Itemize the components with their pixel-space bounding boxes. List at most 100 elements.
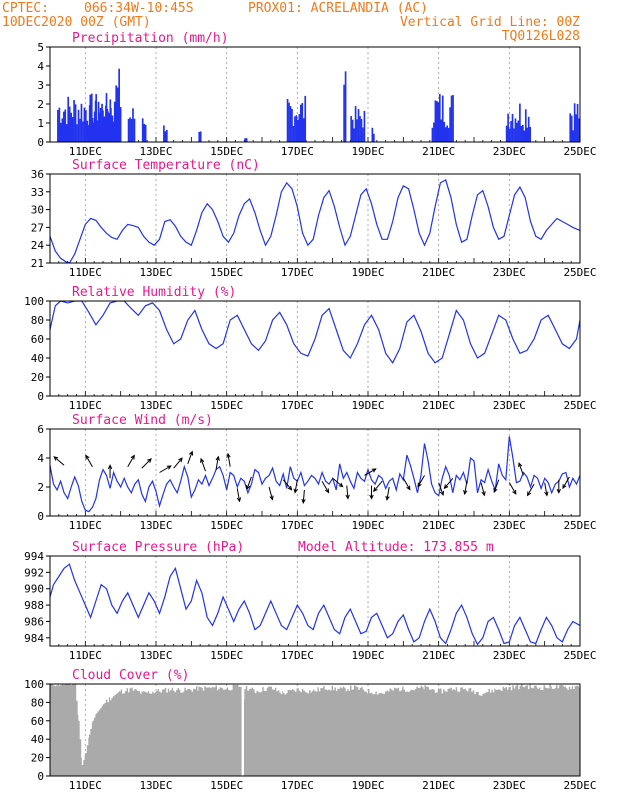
precip-bar: [446, 125, 448, 142]
wind-arrow: [443, 477, 454, 490]
precip-bar: [527, 116, 530, 142]
panel-frame: [49, 300, 581, 397]
x-tick-label: 17DEC: [281, 519, 314, 532]
x-tick-label: 19DEC: [351, 399, 384, 412]
precip-bar: [297, 119, 299, 142]
y-tick-label: 100: [24, 295, 44, 308]
wind-arrow-shaft: [493, 479, 500, 493]
precip-bar: [351, 119, 354, 142]
wind-arrow-head: [293, 488, 298, 494]
wind-arrow: [544, 482, 549, 497]
precip-bar: [452, 95, 454, 142]
precip-bar: [443, 121, 446, 142]
precip-bar: [288, 102, 290, 142]
y-tick-label: 994: [24, 550, 44, 563]
precip-bar: [513, 128, 515, 142]
x-tick-label: 21DEC: [422, 779, 455, 792]
x-tick-label: 23DEC: [493, 266, 526, 279]
cloud-area: [50, 684, 580, 776]
x-tick-label: 11DEC: [69, 399, 102, 412]
wind-arrow-shaft: [332, 477, 343, 488]
precip-bar: [507, 113, 509, 142]
precip-bar: [354, 106, 357, 142]
series-group: [57, 68, 580, 142]
x-tick-label: 17DEC: [281, 649, 314, 662]
y-tick-label: 21: [31, 257, 44, 270]
x-tick-label: 25DEC: [563, 519, 596, 532]
wind-arrow: [268, 486, 274, 501]
precip-bar: [82, 121, 84, 142]
precip-bar: [73, 100, 75, 142]
wind-arrow-head: [345, 494, 350, 500]
x-tick-label: 21DEC: [422, 266, 455, 279]
precip-bar: [440, 119, 443, 142]
y-tick-label: 988: [24, 599, 44, 612]
precip-bar: [517, 120, 520, 142]
precip-bar: [71, 117, 74, 142]
series-line: [50, 563, 580, 646]
wind-arrow-head: [166, 465, 172, 470]
wind-arrow-shaft: [282, 479, 292, 491]
panel-title: Relative Humidity (%): [72, 285, 236, 300]
wind-arrow-shaft: [373, 480, 383, 492]
precip-bar: [87, 125, 90, 142]
precip-bar: [65, 124, 68, 142]
wind-arrow-head: [439, 490, 445, 496]
wind-arrow-head: [287, 485, 293, 491]
wind-arrow: [562, 476, 570, 490]
panel-frame: [49, 555, 581, 647]
precip-bar: [526, 127, 529, 142]
precip-bar: [505, 125, 508, 142]
x-tick-label: 21DEC: [422, 399, 455, 412]
wind-arrow-head: [178, 457, 183, 463]
wind-arrow-head: [406, 485, 411, 491]
precip-bar: [58, 107, 61, 142]
wind-arrow: [385, 486, 390, 501]
wind-arrow-shaft: [562, 476, 570, 489]
wind-arrow: [321, 480, 330, 494]
precip-bar: [291, 108, 293, 142]
wind-arrow-head: [518, 462, 523, 468]
precip-bar: [570, 115, 573, 142]
precip-bar: [356, 119, 358, 142]
precip-bar: [83, 107, 86, 142]
wind-arrow-shaft: [215, 456, 219, 470]
wind-arrow-shaft: [173, 457, 183, 469]
wind-arrow-shaft: [364, 468, 376, 476]
wind-arrow-shaft: [268, 486, 273, 500]
x-tick-label: 15DEC: [210, 399, 243, 412]
wind-arrow-shaft: [127, 455, 135, 467]
header-coords: 066:34W-10:45S: [84, 1, 194, 16]
wind-arrow: [508, 482, 517, 495]
precip-bar: [62, 111, 65, 142]
wind-arrow-shaft: [236, 488, 241, 502]
precip-bar: [80, 103, 83, 142]
wind-arrow: [85, 454, 93, 467]
precip-bar: [350, 116, 353, 142]
precip-bar: [529, 126, 532, 142]
header-date: 10DEC2020 00Z (GMT): [2, 15, 151, 30]
y-tick-label: 0: [37, 136, 44, 149]
x-tick-label: 13DEC: [139, 649, 172, 662]
wind-arrow-head: [373, 487, 378, 493]
header-grid-note: Vertical Grid Line: 00Z: [400, 15, 580, 30]
precip-bar: [449, 107, 451, 142]
y-tick-label: 0: [37, 770, 44, 783]
wind-arrow-shaft: [402, 478, 411, 490]
wind-arrow: [480, 482, 486, 497]
x-tick-label: 11DEC: [69, 266, 102, 279]
precip-bar: [245, 138, 248, 142]
x-tick-label: 11DEC: [69, 649, 102, 662]
x-tick-label: 19DEC: [351, 649, 384, 662]
wind-arrow-shaft: [85, 455, 93, 467]
precip-bar: [433, 122, 435, 142]
precip-bar: [102, 110, 104, 142]
y-tick-label: 60: [31, 715, 44, 728]
y-tick-label: 100: [24, 678, 44, 691]
header-model-code: TQ0126L028: [502, 29, 580, 44]
wind-arrow-head: [200, 457, 205, 463]
wind-arrow: [226, 452, 231, 467]
x-tick-label: 11DEC: [69, 519, 102, 532]
precip-bar: [86, 120, 89, 142]
panel-title: Cloud Cover (%): [72, 668, 189, 683]
